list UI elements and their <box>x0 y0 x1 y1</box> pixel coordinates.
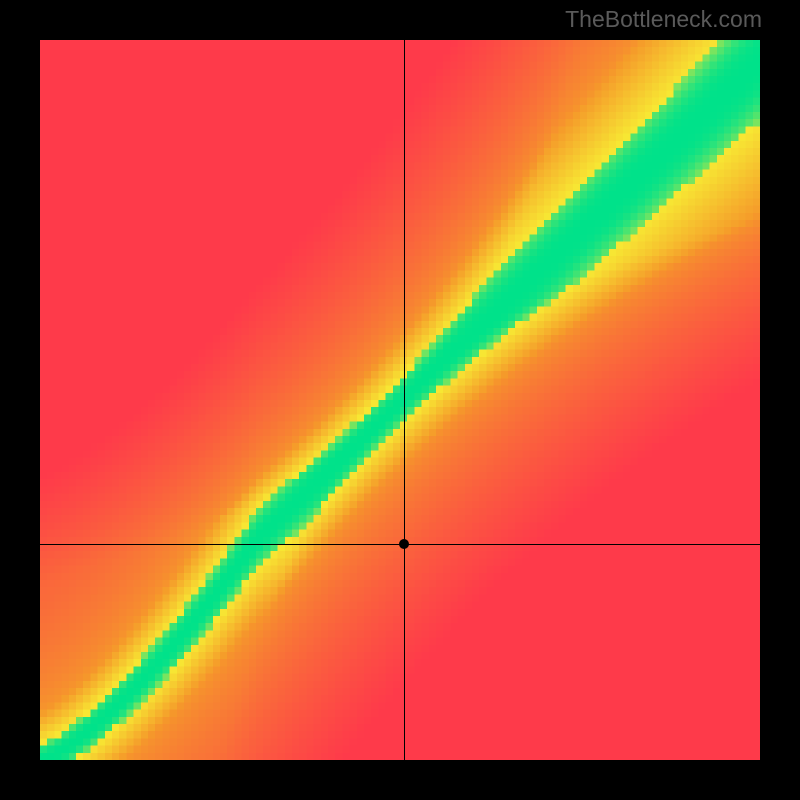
marker-point <box>399 539 409 549</box>
heatmap-chart <box>40 40 760 760</box>
crosshair-vertical <box>404 40 405 760</box>
watermark-text: TheBottleneck.com <box>565 6 762 33</box>
chart-container: TheBottleneck.com <box>0 0 800 800</box>
heatmap-canvas <box>40 40 760 760</box>
